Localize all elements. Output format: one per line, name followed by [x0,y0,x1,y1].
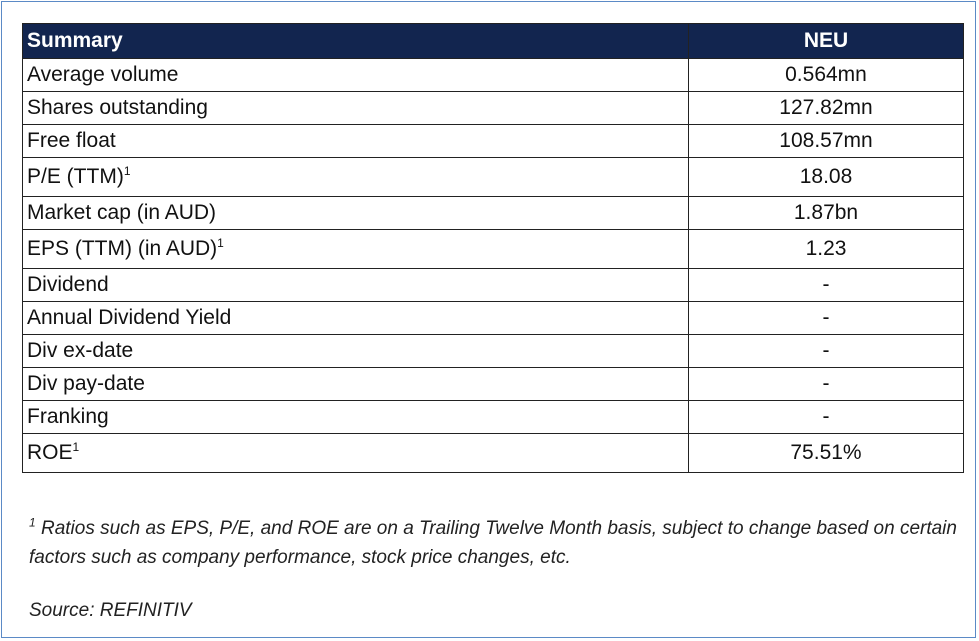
row-value: 0.564mn [688,58,964,92]
row-label: P/E (TTM)1 [22,157,689,197]
footnote-marker: 1 [123,164,131,178]
table-row-annual-dividend-yield: Annual Dividend Yield - [22,301,964,335]
row-value: 1.87bn [688,196,964,230]
row-value: - [688,400,964,434]
table-row-div-ex-date: Div ex-date - [22,334,964,368]
table-row-market-cap: Market cap (in AUD) 1.87bn [22,196,964,230]
row-value: 75.51% [688,433,964,473]
footnote: 1 Ratios such as EPS, P/E, and ROE are o… [29,514,959,572]
row-label: ROE1 [22,433,689,473]
table-row-free-float: Free float 108.57mn [22,124,964,158]
table-row-eps-ttm: EPS (TTM) (in AUD)1 1.23 [22,229,964,269]
summary-table: Summary NEU Average volume 0.564mn Share… [22,23,964,473]
row-value: 18.08 [688,157,964,197]
source-note: Source: REFINITIV [29,600,192,621]
table-row-franking: Franking - [22,400,964,434]
row-value: - [688,301,964,335]
table-row-div-pay-date: Div pay-date - [22,367,964,401]
row-label: EPS (TTM) (in AUD)1 [22,229,689,269]
row-label: Div pay-date [22,367,689,401]
footnote-marker: 1 [29,515,36,530]
footnote-text: Ratios such as EPS, P/E, and ROE are on … [29,518,957,568]
table-row-dividend: Dividend - [22,268,964,302]
header-summary: Summary [22,23,689,59]
table-row-roe: ROE1 75.51% [22,433,964,473]
row-value: - [688,367,964,401]
row-value: 1.23 [688,229,964,269]
footnote-marker: 1 [217,236,224,250]
header-ticker: NEU [688,23,964,59]
table-row-shares-outstanding: Shares outstanding 127.82mn [22,91,964,125]
row-value: - [688,334,964,368]
row-value: 108.57mn [688,124,964,158]
row-label: Market cap (in AUD) [22,196,689,230]
row-value: - [688,268,964,302]
table-row-average-volume: Average volume 0.564mn [22,58,964,92]
footnote-marker: 1 [72,440,80,454]
row-value: 127.82mn [688,91,964,125]
table-header-row: Summary NEU [22,23,964,59]
row-label: Annual Dividend Yield [22,301,689,335]
row-label: Shares outstanding [22,91,689,125]
row-label: Free float [22,124,689,158]
row-label: Dividend [22,268,689,302]
row-label: Franking [22,400,689,434]
table-row-pe-ttm: P/E (TTM)1 18.08 [22,157,964,197]
row-label: Average volume [22,58,689,92]
row-label: Div ex-date [22,334,689,368]
